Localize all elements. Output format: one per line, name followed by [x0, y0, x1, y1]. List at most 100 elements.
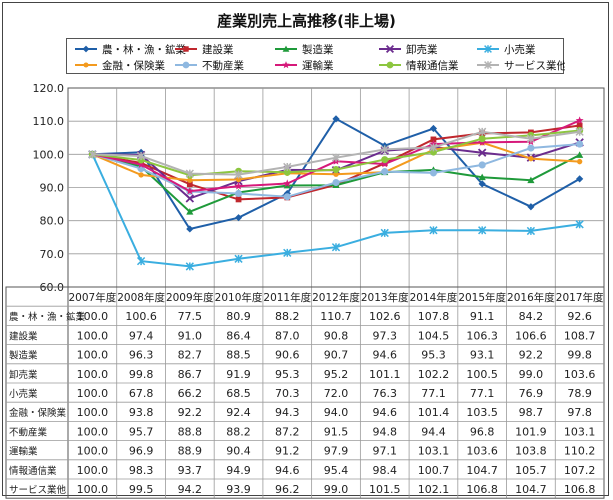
table-cell-value: 100.0: [77, 445, 109, 458]
table-cell-value: 106.3: [466, 329, 498, 342]
x-tick-label: 2007年度: [68, 291, 116, 304]
table-cell-value: 91.9: [226, 368, 251, 381]
table-series-name: 運輸業: [9, 446, 38, 458]
table-cell-value: 107.8: [418, 310, 450, 323]
data-point: [575, 220, 584, 229]
legend: 農・林・漁・鉱業 建設業 製造業 卸売業 小売業 金融・保険業 不動産業 運輸業 情報通信業 サー…: [66, 38, 567, 74]
table-cell-value: 95.7: [129, 425, 154, 438]
table-cell-value: 100.5: [466, 368, 498, 381]
series-7: [88, 140, 584, 201]
table-cell-value: 87.0: [275, 329, 300, 342]
data-point: [429, 169, 438, 177]
table-cell-value: 77.5: [178, 310, 203, 323]
table-cell-value: 88.2: [275, 310, 300, 323]
data-point: [576, 122, 583, 129]
table-cell-value: 107.2: [564, 464, 596, 477]
data-point: [527, 176, 535, 184]
data-point: [331, 243, 341, 252]
series-5: [88, 150, 584, 271]
data-point: [576, 151, 584, 158]
x-tick-label: 2016年度: [507, 291, 555, 304]
table-cell-value: 88.8: [178, 425, 203, 438]
data-point: [187, 177, 193, 183]
table-cell-value: 90.4: [226, 445, 251, 458]
legend-marker: [484, 45, 492, 53]
x-tick-label: 2010年度: [215, 291, 263, 304]
chart-title: 産業別売上高推移(非上場): [217, 12, 396, 30]
x-tick-label: 2013年度: [361, 291, 409, 304]
table-cell-value: 76.9: [519, 387, 544, 400]
legend-marker: [282, 61, 290, 69]
y-tick-label: 110.0: [33, 115, 65, 128]
legend-label: 小売業: [504, 43, 536, 56]
legend-marker: [83, 62, 89, 68]
data-table: [5, 286, 605, 499]
table-cell-value: 100.0: [77, 329, 109, 342]
table-cell-value: 91.0: [178, 329, 203, 342]
data-point: [477, 148, 487, 157]
table-cell-value: 101.9: [515, 425, 547, 438]
table-cell-value: 88.5: [226, 349, 251, 362]
data-point: [576, 158, 583, 165]
table-cell-value: 94.9: [226, 464, 251, 477]
data-point: [234, 214, 243, 222]
x-tick-label: 2012年度: [312, 291, 360, 304]
series-10: [88, 127, 584, 179]
legend-marker: [484, 61, 492, 69]
data-point: [234, 182, 243, 190]
legend-item: サービス業他: [477, 59, 567, 72]
table-cell-value: 98.3: [129, 464, 154, 477]
legend-marker: [386, 61, 394, 69]
data-point: [283, 179, 292, 187]
x-tick-label: 2011年度: [263, 291, 311, 304]
data-point: [478, 180, 486, 188]
table-cell-value: 68.5: [226, 387, 251, 400]
table-cell-value: 110.2: [564, 445, 596, 458]
table-cell-value: 94.4: [421, 425, 446, 438]
legend-item: 小売業: [477, 43, 536, 56]
table-cell-value: 100.0: [77, 483, 109, 496]
table-series-name: 小売業: [9, 388, 38, 400]
data-point: [136, 256, 146, 266]
data-point: [478, 226, 487, 235]
legend-marker: [183, 46, 189, 52]
table-cell-value: 92.2: [519, 349, 544, 362]
table-cell-value: 94.6: [372, 349, 397, 362]
table-cell-value: 94.2: [178, 483, 203, 496]
data-point: [381, 156, 389, 164]
table-cell-value: 98.7: [519, 406, 544, 419]
table-cell-value: 76.3: [372, 387, 397, 400]
table-cell-value: 94.6: [372, 406, 397, 419]
table-series-name: 卸売業: [9, 369, 38, 381]
table-cell-value: 102.6: [369, 310, 401, 323]
table-cell-value: 99.0: [324, 483, 349, 496]
data-point: [186, 181, 193, 188]
table-cell-value: 100.0: [77, 368, 109, 381]
legend-label: 金融・保険業: [102, 59, 165, 72]
data-point: [137, 160, 145, 168]
table-cell-value: 88.9: [178, 445, 203, 458]
table-cell-value: 104.7: [515, 483, 547, 496]
table-cell-value: 87.2: [275, 425, 300, 438]
table-cell-value: 101.1: [369, 368, 401, 381]
data-point: [575, 116, 584, 124]
table-cell-value: 100.0: [77, 425, 109, 438]
table-cell-value: 95.2: [324, 368, 349, 381]
table-cell-value: 101.5: [369, 483, 401, 496]
y-tick-label: 120.0: [33, 82, 65, 95]
table-cell-value: 86.4: [226, 329, 251, 342]
legend-item: 卸売業: [379, 43, 438, 56]
y-tick-label: 100.0: [33, 148, 65, 161]
data-point: [576, 175, 584, 183]
data-point: [478, 173, 486, 181]
table-cell-value: 91.1: [470, 310, 495, 323]
legend-item: 農・林・漁・鉱業: [75, 43, 186, 56]
table-cell-value: 110.7: [320, 310, 352, 323]
legend-label: 建設業: [202, 43, 234, 56]
legend-label: 卸売業: [406, 43, 438, 56]
data-point: [234, 170, 243, 179]
legend-marker: [82, 45, 90, 53]
legend-marker: [385, 44, 395, 54]
data-point: [235, 196, 242, 203]
